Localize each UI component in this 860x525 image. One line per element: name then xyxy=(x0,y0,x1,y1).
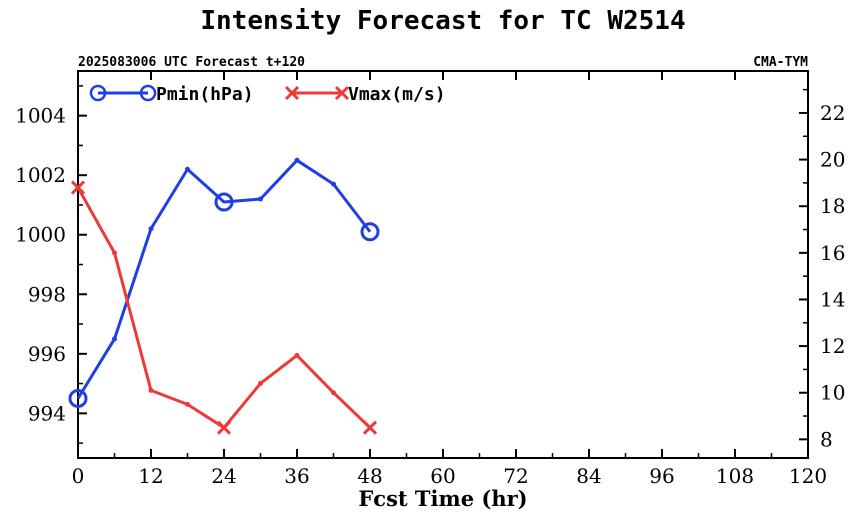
x-axis-title: Fcst Time (hr) xyxy=(358,486,527,511)
y-axis-right: 8 10 12 14 16 18 20 22 xyxy=(799,88,845,451)
pmin-point xyxy=(214,192,234,212)
y-left-tick-label: 1000 xyxy=(15,223,66,247)
pmin-point xyxy=(294,157,300,163)
pmin-point xyxy=(68,388,88,408)
x-tick-label: 120 xyxy=(789,464,827,488)
x-tick-label: 0 xyxy=(72,464,85,488)
y-right-tick-label: 16 xyxy=(820,241,845,265)
y-left-tick-label: 994 xyxy=(28,401,66,425)
vmax-point xyxy=(216,420,232,435)
chart-subtitle-left: 2025083006 UTC Forecast t+120 xyxy=(78,55,305,70)
vmax-point xyxy=(331,390,336,396)
vmax-point xyxy=(362,420,378,435)
legend: Pmin(hPa) Vmax(m/s) xyxy=(89,84,446,105)
vmax-point xyxy=(294,352,300,358)
x-tick-label: 72 xyxy=(503,464,528,488)
legend-pmin-label: Pmin(hPa) xyxy=(156,84,254,105)
y-right-tick-label: 14 xyxy=(820,287,845,311)
y-left-tick-label: 1002 xyxy=(15,163,66,187)
y-right-tick-label: 12 xyxy=(820,334,845,358)
x-tick-label: 36 xyxy=(284,464,309,488)
legend-vmax-label: Vmax(m/s) xyxy=(348,84,446,105)
x-tick-label: 48 xyxy=(357,464,382,488)
legend-pmin-marker xyxy=(139,84,157,102)
x-tick-label: 108 xyxy=(716,464,754,488)
x-tick-label: 84 xyxy=(576,464,601,488)
vmax-point xyxy=(112,250,117,256)
vmax-point xyxy=(70,180,86,195)
legend-vmax-marker xyxy=(284,85,300,101)
legend-vmax-x xyxy=(334,85,350,101)
series-layer xyxy=(68,157,380,435)
y-right-tick-label: 20 xyxy=(820,148,845,172)
legend-vmax-x xyxy=(284,85,300,101)
y-left-tick-label: 998 xyxy=(28,282,66,306)
x-tick-label: 24 xyxy=(211,464,236,488)
x-tick-label: 60 xyxy=(430,464,455,488)
x-tick-label: 12 xyxy=(138,464,163,488)
pmin-point xyxy=(112,336,117,342)
pmin-point xyxy=(331,181,336,187)
vmax-point xyxy=(258,380,263,386)
x-axis: 0 12 24 36 48 60 72 84 96 108 120 xyxy=(72,71,827,488)
x-tick-label: 96 xyxy=(649,464,674,488)
pmin-point xyxy=(148,226,154,232)
legend-pmin-marker xyxy=(89,84,107,102)
pmin-point xyxy=(360,222,380,242)
y-right-tick-label: 18 xyxy=(820,194,845,218)
chart-title: Intensity Forecast for TC W2514 xyxy=(200,6,685,36)
vmax-point xyxy=(148,387,154,393)
pmin-point xyxy=(258,196,263,202)
y-left-tick-label: 1004 xyxy=(15,104,66,128)
vmax-point xyxy=(185,401,190,407)
y-right-tick-label: 8 xyxy=(820,427,833,451)
pmin-point xyxy=(185,166,190,172)
chart-subtitle-right: CMA-TYM xyxy=(753,55,808,70)
y-left-tick-label: 996 xyxy=(28,342,66,366)
legend-vmax-marker xyxy=(334,85,350,101)
y-right-tick-label: 22 xyxy=(820,101,845,125)
y-right-tick-label: 10 xyxy=(820,381,845,405)
y-axis-left: 994 996 998 1000 1002 1004 xyxy=(15,85,87,444)
